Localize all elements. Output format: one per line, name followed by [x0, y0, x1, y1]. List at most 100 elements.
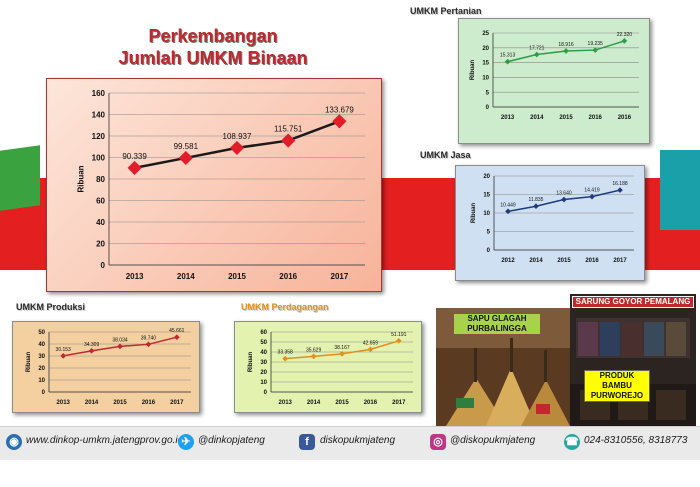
y-tick-label: 20	[96, 239, 105, 248]
produksi-chart: 0 10 20 30 40 50 2013 2014 2015 2016 2017 Ribuan 30.…	[26, 328, 191, 406]
y-tick-label: 20	[38, 366, 45, 372]
data-label: 13.640	[556, 191, 572, 197]
x-tick-label: 2014	[307, 400, 321, 406]
data-label: 10.449	[500, 202, 516, 208]
y-tick-label: 20	[260, 370, 267, 376]
y-tick-label: 30	[260, 360, 267, 366]
data-label: 19.235	[588, 41, 604, 47]
data-label: 133.679	[325, 105, 354, 114]
x-tick-label: 2016	[142, 400, 156, 406]
y-tick-label: 140	[92, 110, 106, 119]
chart-title-perdagangan: UMKM Perdagangan	[241, 302, 329, 312]
page-title-line1: Perkembangan	[148, 26, 278, 46]
x-tick-label: 2017	[331, 272, 349, 281]
x-tick-label: 2016	[589, 115, 603, 121]
y-tick-label: 160	[92, 89, 106, 98]
footer-twitter[interactable]: @dinkopjateng	[198, 435, 265, 446]
y-tick-label: 15	[483, 193, 490, 199]
data-point	[504, 58, 511, 65]
data-point	[621, 38, 628, 44]
pertanian-chart: 0 5 10 15 20 25 2013 2014 2015 2016 2016 Ribuan 15.3…	[470, 31, 639, 121]
data-label: 51.191	[391, 332, 407, 338]
x-tick-label: 2017	[613, 258, 627, 264]
y-tick-label: 30	[38, 354, 45, 360]
y-axis-label: Ribuan	[248, 352, 254, 373]
data-point	[229, 140, 245, 155]
page-title: Perkembangan Jumlah UMKM Binaan	[88, 25, 338, 69]
globe-icon: ◉	[6, 434, 22, 450]
x-tick-label: 2015	[228, 272, 246, 281]
data-point	[173, 334, 180, 341]
data-point	[117, 343, 123, 350]
data-point	[60, 352, 67, 359]
x-tick-label: 2015	[557, 258, 571, 264]
y-tick-label: 5	[486, 90, 490, 96]
facebook-icon: f	[299, 434, 315, 450]
y-tick-label: 10	[260, 380, 267, 386]
footer-phone[interactable]: 024-8310556, 8318773	[584, 435, 688, 446]
pertanian-chart-panel: 0 5 10 15 20 25 2013 2014 2015 2016 2016 Ribuan 15.3…	[458, 18, 650, 144]
footer-facebook[interactable]: diskopukmjateng	[320, 435, 396, 446]
footer-instagram[interactable]: @diskopukmjateng	[450, 435, 536, 446]
data-label: 45.661	[169, 328, 185, 334]
main-chart-panel: 0 20 40 60 80 100 120 140 160 2013 2014 2015 2016 201…	[46, 78, 382, 292]
data-label: 11.835	[529, 197, 544, 203]
x-tick-label: 2015	[335, 400, 349, 406]
x-tick-label: 2014	[85, 400, 99, 406]
sapu-glagah-label: SAPU GLAGAH PURBALINGGA	[454, 314, 540, 334]
perdagangan-chart-panel: 0 10 20 30 40 50 60 2013 2014 2015 2016 2017 Ribuan 3…	[234, 321, 422, 413]
x-tick-label: 2014	[530, 115, 544, 121]
chart-title-pertanian: UMKM Pertanian	[410, 6, 482, 16]
data-label: 99.581	[174, 142, 199, 151]
y-tick-label: 0	[487, 248, 491, 254]
data-label: 38.034	[112, 337, 128, 343]
data-point	[178, 150, 193, 166]
data-label: 108.937	[223, 132, 252, 141]
y-axis-label: Ribuan	[470, 60, 476, 81]
sarung-goyor-label: SARUNG GOYOR PEMALANG	[572, 296, 694, 308]
y-tick-label: 20	[482, 46, 489, 52]
y-axis-label: Ribuan	[76, 165, 85, 192]
data-label: 115.751	[274, 125, 303, 134]
data-point	[505, 208, 511, 215]
data-point	[88, 348, 95, 354]
x-tick-label: 2016	[279, 272, 297, 281]
data-point	[533, 51, 540, 58]
y-tick-label: 10	[483, 211, 490, 217]
x-tick-label: 2016	[364, 400, 378, 406]
x-tick-label: 2013	[501, 115, 515, 121]
y-tick-label: 60	[96, 196, 105, 205]
y-axis-label: Ribuan	[26, 352, 32, 373]
instagram-icon: ◎	[430, 434, 446, 450]
twitter-icon: ✈	[178, 434, 194, 450]
data-point	[127, 160, 142, 175]
data-label: 18.916	[558, 42, 574, 48]
data-label: 17.721	[529, 46, 545, 52]
data-label: 35.629	[306, 347, 322, 353]
y-tick-label: 100	[92, 153, 106, 162]
phone-icon: ☎	[564, 434, 580, 450]
x-tick-label: 2015	[113, 400, 127, 406]
data-point	[589, 193, 595, 200]
y-tick-label: 40	[260, 350, 267, 356]
y-tick-label: 20	[483, 174, 490, 180]
x-tick-label: 2013	[57, 400, 71, 406]
data-point	[332, 114, 347, 129]
y-tick-label: 0	[264, 390, 268, 396]
data-label: 90.339	[122, 152, 147, 161]
x-tick-label: 2017	[170, 400, 184, 406]
y-tick-label: 0	[486, 105, 490, 111]
footer-website[interactable]: www.dinkop-umkm.jatengprov.go.id	[26, 435, 184, 446]
footer-bar: ◉ www.dinkop-umkm.jatengprov.go.id ✈ @di…	[0, 426, 700, 460]
y-tick-label: 5	[487, 230, 491, 236]
data-label: 33.358	[278, 350, 294, 356]
data-point	[367, 346, 374, 353]
data-point	[563, 48, 569, 54]
data-point	[395, 337, 402, 344]
data-point	[561, 196, 567, 203]
data-label: 14.419	[584, 188, 600, 194]
y-tick-label: 0	[42, 390, 46, 396]
data-label: 38.167	[334, 345, 350, 351]
data-label: 39.740	[141, 335, 157, 341]
data-point	[281, 133, 296, 148]
